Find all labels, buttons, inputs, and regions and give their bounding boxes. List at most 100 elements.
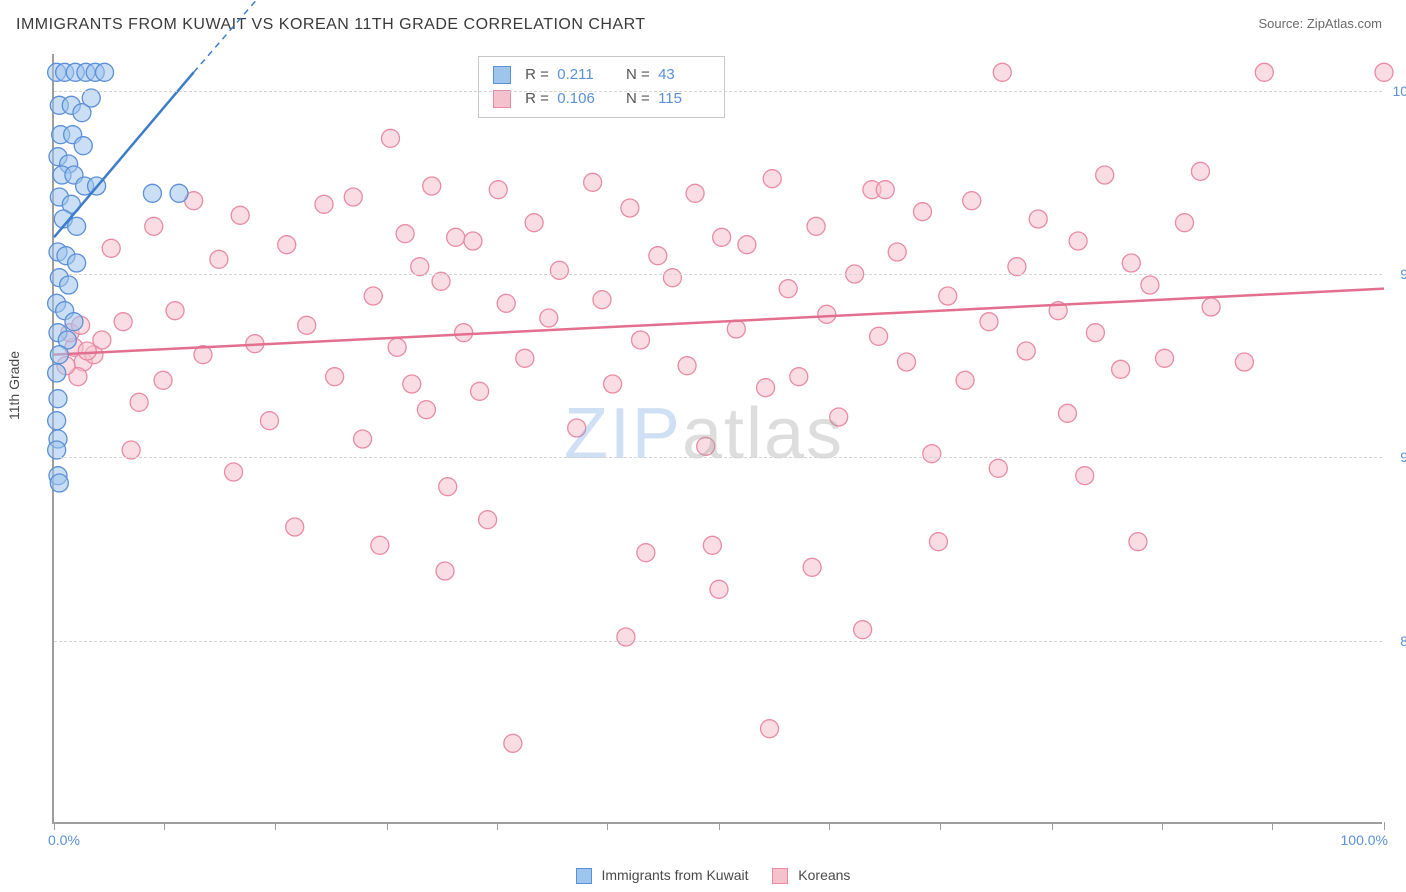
data-point	[830, 408, 848, 426]
correlation-legend: R = 0.211 N = 43 R = 0.106 N = 115	[478, 56, 725, 118]
data-point	[1255, 63, 1273, 81]
data-point	[170, 184, 188, 202]
x-tick	[164, 822, 165, 830]
data-point	[710, 580, 728, 598]
data-point	[68, 217, 86, 235]
x-tick	[275, 822, 276, 830]
data-point	[1156, 349, 1174, 367]
data-point	[818, 305, 836, 323]
data-point	[1029, 210, 1047, 228]
data-point	[516, 349, 534, 367]
gridline	[54, 641, 1382, 642]
data-point	[713, 228, 731, 246]
data-point	[74, 137, 92, 155]
data-point	[396, 225, 414, 243]
trend-line-dashed	[194, 0, 267, 72]
data-point	[1076, 467, 1094, 485]
data-point	[525, 214, 543, 232]
scatter-svg	[54, 54, 1384, 824]
trend-line	[54, 289, 1384, 355]
data-point	[278, 236, 296, 254]
data-point	[989, 459, 1007, 477]
data-point	[260, 412, 278, 430]
y-tick-label: 85.0%	[1400, 633, 1406, 649]
data-point	[779, 280, 797, 298]
gridline	[54, 91, 1382, 92]
data-point	[68, 254, 86, 272]
data-point	[326, 368, 344, 386]
data-point	[540, 309, 558, 327]
x-tick	[829, 822, 830, 830]
data-point	[929, 533, 947, 551]
data-point	[403, 375, 421, 393]
data-point	[417, 401, 435, 419]
x-tick	[719, 822, 720, 830]
data-point	[423, 177, 441, 195]
data-point	[963, 192, 981, 210]
data-point	[471, 382, 489, 400]
data-point	[686, 184, 704, 202]
data-point	[1086, 324, 1104, 342]
n-label: N =	[626, 66, 654, 83]
data-point	[763, 170, 781, 188]
data-point	[388, 338, 406, 356]
data-point	[697, 437, 715, 455]
data-point	[114, 313, 132, 331]
data-point	[1096, 166, 1114, 184]
x-axis-legend: Immigrants from Kuwait Koreans	[0, 867, 1406, 884]
data-point	[298, 316, 316, 334]
data-point	[102, 239, 120, 257]
data-point	[154, 371, 172, 389]
data-point	[48, 412, 66, 430]
data-point	[436, 562, 454, 580]
data-point	[432, 272, 450, 290]
data-point	[738, 236, 756, 254]
data-point	[703, 536, 721, 554]
y-tick-label: 100.0%	[1393, 83, 1406, 99]
data-point	[1235, 353, 1253, 371]
data-point	[96, 63, 114, 81]
data-point	[1191, 162, 1209, 180]
n-value-kuwait: 43	[658, 63, 710, 87]
data-point	[286, 518, 304, 536]
data-point	[371, 536, 389, 554]
data-point	[876, 181, 894, 199]
x-tick	[1052, 822, 1053, 830]
data-point	[504, 734, 522, 752]
data-point	[411, 258, 429, 276]
bottom-label-korean: Koreans	[798, 867, 850, 883]
data-point	[593, 291, 611, 309]
data-point	[898, 353, 916, 371]
gridline	[54, 457, 1382, 458]
data-point	[479, 511, 497, 529]
data-point	[439, 478, 457, 496]
data-point	[761, 720, 779, 738]
data-point	[617, 628, 635, 646]
data-point	[956, 371, 974, 389]
data-point	[497, 294, 515, 312]
y-axis-label: 11th Grade	[6, 351, 22, 420]
data-point	[48, 364, 66, 382]
data-point	[1375, 63, 1393, 81]
data-point	[315, 195, 333, 213]
data-point	[1122, 254, 1140, 272]
x-min-label: 0.0%	[48, 832, 80, 848]
x-tick	[940, 822, 941, 830]
data-point	[939, 287, 957, 305]
data-point	[637, 544, 655, 562]
source-label: Source: ZipAtlas.com	[1258, 16, 1382, 31]
r-label: R =	[525, 66, 553, 83]
data-point	[231, 206, 249, 224]
data-point	[143, 184, 161, 202]
data-point	[604, 375, 622, 393]
legend-swatch-kuwait	[493, 66, 511, 84]
data-point	[145, 217, 163, 235]
x-tick	[387, 822, 388, 830]
data-point	[913, 203, 931, 221]
data-point	[807, 217, 825, 235]
data-point	[1202, 298, 1220, 316]
x-tick	[54, 822, 55, 830]
data-point	[888, 243, 906, 261]
data-point	[130, 393, 148, 411]
data-point	[489, 181, 507, 199]
